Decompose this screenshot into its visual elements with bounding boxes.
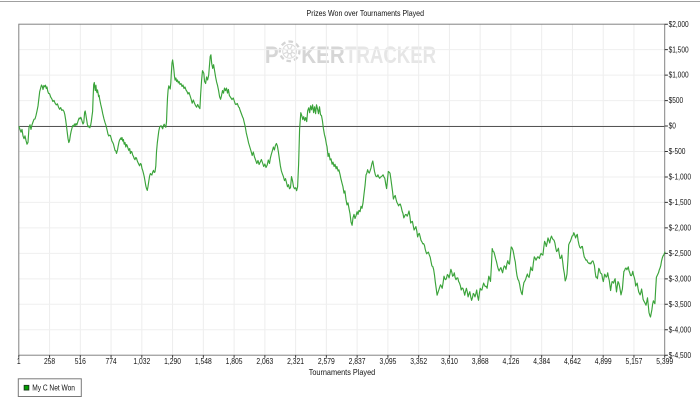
- svg-text:2,837: 2,837: [349, 357, 366, 366]
- svg-text:$-1,000: $-1,000: [669, 173, 692, 182]
- svg-text:2,579: 2,579: [318, 357, 335, 366]
- svg-text:KER: KER: [301, 41, 344, 68]
- svg-text:$500: $500: [669, 96, 684, 105]
- svg-text:$0: $0: [669, 122, 677, 131]
- svg-text:3,868: 3,868: [472, 357, 489, 366]
- svg-text:5,399: 5,399: [656, 357, 673, 366]
- svg-text:$-4,000: $-4,000: [669, 325, 692, 334]
- svg-text:2,063: 2,063: [256, 357, 273, 366]
- svg-text:$-3,000: $-3,000: [669, 274, 692, 283]
- svg-text:4,899: 4,899: [595, 357, 612, 366]
- svg-text:Tournaments Played: Tournaments Played: [309, 367, 376, 377]
- svg-text:TRACKER: TRACKER: [345, 40, 436, 68]
- svg-text:$2,000: $2,000: [669, 20, 689, 29]
- svg-text:3,352: 3,352: [410, 357, 427, 366]
- svg-text:5,157: 5,157: [625, 357, 642, 366]
- svg-text:1,032: 1,032: [133, 357, 150, 366]
- svg-text:3,610: 3,610: [441, 357, 458, 366]
- svg-text:$1,000: $1,000: [669, 71, 689, 80]
- svg-text:258: 258: [44, 357, 56, 366]
- svg-text:$-500: $-500: [669, 147, 686, 156]
- svg-text:3,095: 3,095: [379, 357, 396, 366]
- svg-text:$-4,500: $-4,500: [669, 351, 692, 360]
- svg-text:1,805: 1,805: [226, 357, 243, 366]
- svg-text:$-3,500: $-3,500: [669, 300, 692, 309]
- svg-text:1,548: 1,548: [195, 357, 212, 366]
- svg-text:774: 774: [105, 357, 117, 366]
- svg-text:4,126: 4,126: [502, 357, 519, 366]
- svg-text:2,321: 2,321: [287, 357, 304, 366]
- svg-text:$1,500: $1,500: [669, 45, 689, 54]
- svg-text:P: P: [265, 41, 279, 68]
- svg-text:4,384: 4,384: [533, 357, 550, 366]
- svg-text:$-2,500: $-2,500: [669, 249, 692, 258]
- svg-text:Prizes Won over Tournaments Pl: Prizes Won over Tournaments Played: [307, 8, 425, 18]
- svg-text:$-2,000: $-2,000: [669, 223, 692, 232]
- svg-text:1: 1: [17, 357, 21, 366]
- svg-text:My C Net Won: My C Net Won: [32, 384, 75, 393]
- svg-text:1,290: 1,290: [164, 357, 181, 366]
- svg-text:516: 516: [75, 357, 87, 366]
- svg-text:$-1,500: $-1,500: [669, 198, 692, 207]
- svg-text:4,642: 4,642: [564, 357, 581, 366]
